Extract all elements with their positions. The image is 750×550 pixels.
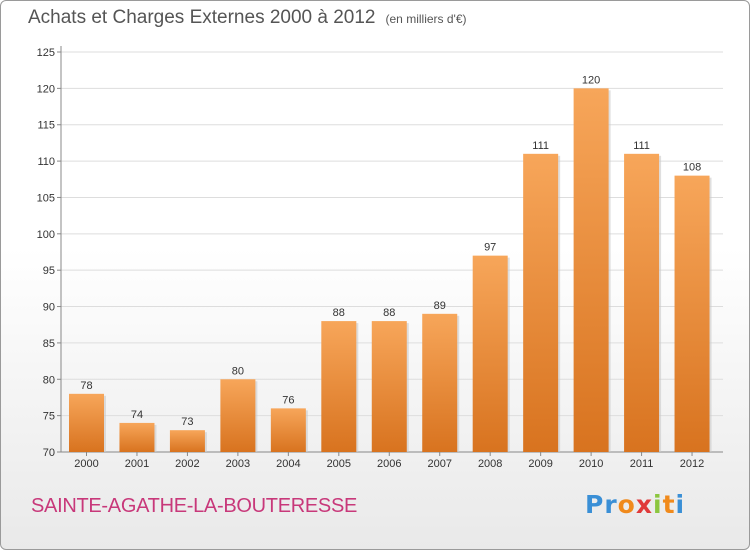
value-labels: 78 74 73 80 76 88 88 89 97 111 120 111 108 [80,74,701,428]
logo-letter: r [604,490,618,519]
proxiti-logo: Proxiti [585,490,685,519]
bar-2005 [321,321,357,452]
y-tick-label: 125 [37,47,55,59]
x-tick-label: 2006 [377,458,401,470]
x-tick-label: 2001 [125,458,149,470]
value-label: 74 [131,409,143,421]
bar-2011 [624,153,660,452]
value-label: 88 [383,307,395,319]
y-tick-label: 120 [37,83,55,95]
value-label: 111 [532,140,549,152]
bar-2001 [119,422,155,452]
value-label: 80 [232,365,244,377]
x-tick-label: 2008 [478,458,502,470]
y-tick-label: 85 [43,338,55,350]
bar-2009 [523,153,559,452]
x-tick-label: 2007 [427,458,451,470]
bar-2012 [674,175,710,453]
logo-letter: i [675,490,686,519]
y-tick-label: 75 [43,411,55,423]
y-tick-label: 110 [37,156,55,168]
bars [69,88,712,453]
logo-letter: t [662,490,676,519]
y-tick-label: 90 [43,302,55,314]
value-label: 78 [80,380,92,392]
grid-lines [57,51,723,453]
y-tick-label: 80 [43,374,55,386]
y-tick-labels: 70 75 80 85 90 95 100 105 110 115 120 125 [37,47,55,459]
logo-letter: x [635,490,653,519]
value-label: 73 [181,416,193,428]
logo-letter: i [653,490,663,519]
y-tick-label: 70 [43,447,55,459]
place-name: SAINTE-AGATHE-LA-BOUTERESSE [31,495,358,517]
value-label: 108 [683,162,701,174]
bar-2002 [169,430,205,452]
x-tick-label: 2005 [327,458,351,470]
bar-2007 [422,313,458,452]
bar-2004 [270,408,306,452]
chart-subtitle: (en milliers d'€) [385,12,467,26]
value-label: 76 [282,394,294,406]
y-tick-label: 105 [37,192,55,204]
bar-2003 [220,379,256,452]
bar-2000 [69,393,104,452]
bar-2006 [371,321,407,452]
x-tick-label: 2011 [630,458,654,470]
value-label: 88 [333,307,345,319]
x-tick-label: 2002 [175,458,199,470]
x-tick-label: 2009 [528,458,552,470]
y-tick-label: 115 [37,120,55,132]
value-label: 97 [484,242,496,254]
value-label: 89 [434,300,446,312]
x-tick-labels: 2000 2001 2002 2003 2004 2005 2006 2007 2008 2009… [74,452,704,470]
logo-letter: o [617,490,636,519]
y-tick-label: 95 [43,265,55,277]
bar-2008 [472,255,508,452]
x-tick-label: 2010 [579,458,603,470]
value-label: 120 [582,74,600,86]
chart-title: Achats et Charges Externes 2000 à 2012 (e… [28,7,467,29]
x-tick-label: 2000 [74,458,98,470]
x-tick-label: 2004 [276,458,300,470]
bar-2010 [573,88,609,452]
logo-letter: P [585,490,605,519]
y-tick-label: 100 [37,229,55,241]
title-text: Achats et Charges Externes 2000 à 2012 [28,7,376,28]
x-tick-label: 2003 [226,458,250,470]
x-tick-label: 2012 [680,458,704,470]
value-label: 111 [633,140,650,152]
